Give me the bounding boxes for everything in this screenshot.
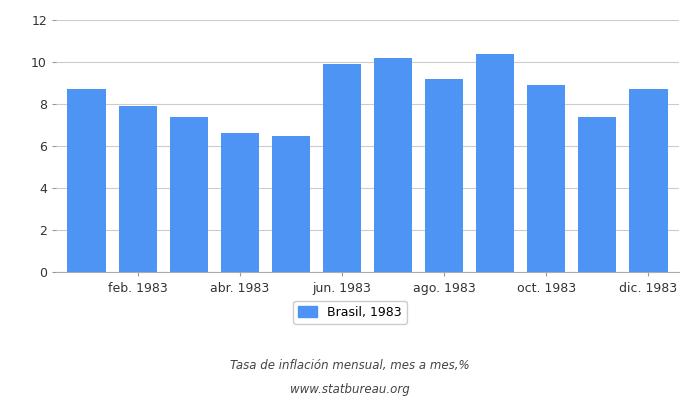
Bar [272,136,310,272]
Legend: Brasil, 1983: Brasil, 1983 [293,301,407,324]
Text: www.statbureau.org: www.statbureau.org [290,384,410,396]
Bar [169,117,208,272]
Bar [527,85,566,272]
Bar [629,89,668,272]
Bar [374,58,412,272]
Bar [118,106,157,272]
Bar [323,64,361,272]
Bar [476,54,514,272]
Bar [578,117,617,272]
Bar [220,133,259,272]
Bar [425,79,463,272]
Text: Tasa de inflación mensual, mes a mes,%: Tasa de inflación mensual, mes a mes,% [230,360,470,372]
Bar [67,89,106,272]
